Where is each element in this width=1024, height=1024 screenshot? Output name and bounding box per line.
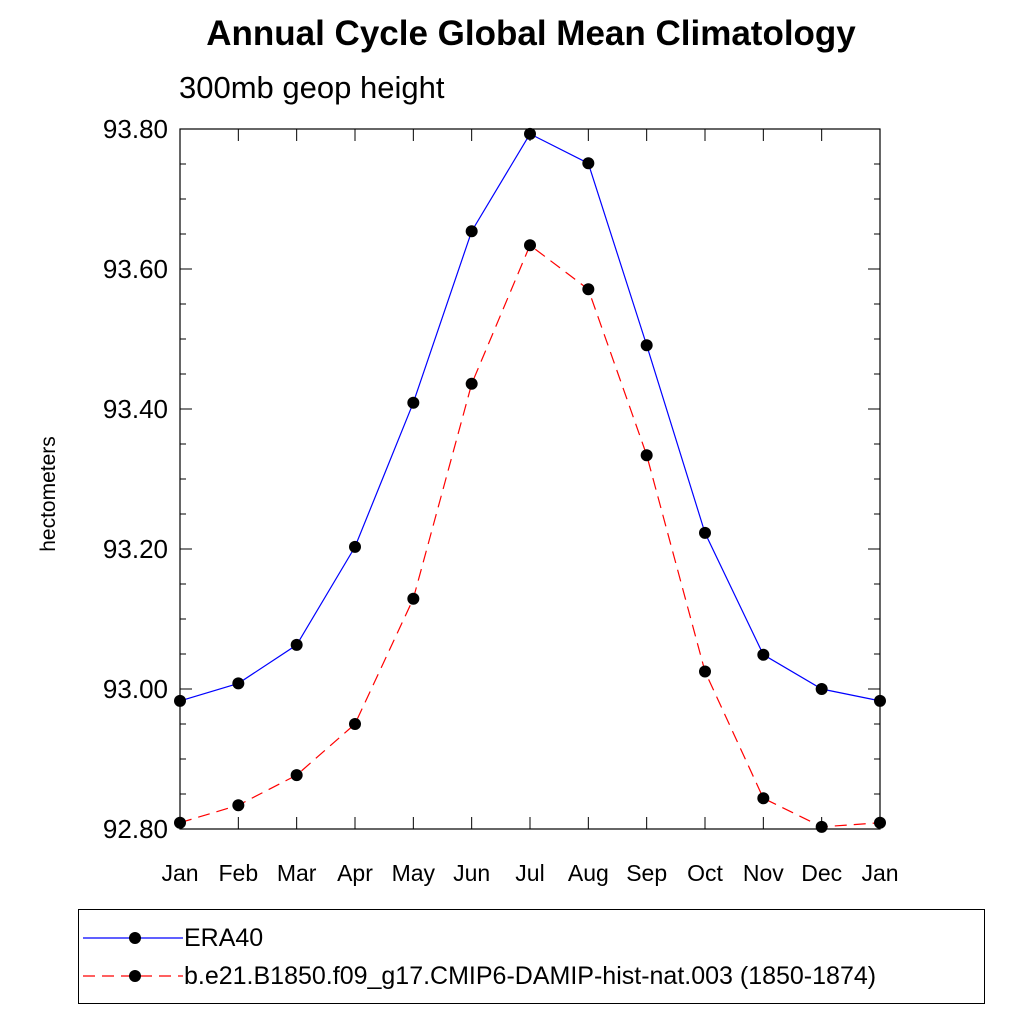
data-point-1 [290, 769, 303, 782]
x-tick-label: Jan [861, 860, 898, 886]
legend: ERA40 b.e21.B1850.f09_g17.CMIP6-DAMIP-hi… [78, 909, 985, 1004]
data-point-1 [232, 799, 245, 812]
y-tick-label: 93.00 [103, 674, 168, 704]
data-point-0 [407, 396, 420, 409]
y-tick-label: 92.80 [103, 814, 168, 844]
plot-frame [179, 128, 881, 830]
data-point-1 [757, 792, 770, 805]
data-point-0 [349, 540, 361, 553]
data-point-0 [290, 638, 303, 651]
series-layer [174, 127, 886, 833]
data-point-0 [815, 683, 828, 695]
x-tick-label: Apr [337, 860, 373, 886]
data-point-0 [174, 694, 186, 707]
data-point-1 [640, 449, 653, 462]
data-point-0 [699, 526, 711, 539]
data-point-1 [524, 239, 536, 252]
y-tick-label: 93.80 [103, 114, 168, 144]
data-point-1 [407, 592, 420, 605]
x-tick-label: Jun [453, 860, 490, 886]
x-tick-label: Nov [743, 860, 784, 886]
data-point-1 [582, 283, 595, 296]
data-point-1 [815, 820, 828, 833]
x-tick-label: Oct [687, 860, 723, 886]
legend-swatch-dashed-line-icon [83, 970, 183, 982]
x-tick-label: Feb [219, 860, 259, 886]
data-point-1 [874, 816, 886, 829]
y-axis-label: hectometers [37, 436, 60, 552]
series-line-1 [179, 244, 881, 828]
data-point-1 [465, 377, 478, 390]
data-point-0 [524, 127, 536, 140]
data-point-0 [232, 677, 245, 690]
legend-swatch-solid-line-icon [83, 932, 183, 944]
data-point-1 [174, 816, 186, 829]
x-tick-label: Aug [568, 860, 609, 886]
chart-subtitle: 300mb geop height [179, 70, 445, 105]
data-point-0 [465, 225, 478, 238]
data-point-0 [640, 339, 653, 352]
x-tick-label: Jan [161, 860, 198, 886]
x-tick-label: Dec [801, 860, 842, 886]
legend-label: ERA40 [184, 924, 264, 952]
data-point-0 [874, 694, 886, 707]
x-tick-label: May [392, 860, 436, 886]
x-tick-label: Sep [626, 860, 667, 886]
y-tick-label: 93.60 [103, 254, 168, 284]
legend-label: b.e21.B1850.f09_g17.CMIP6-DAMIP-hist-nat… [184, 962, 877, 990]
series-line-0 [179, 133, 881, 702]
y-tick-label: 93.40 [103, 394, 168, 424]
chart-title: Annual Cycle Global Mean Climatology [206, 14, 856, 53]
data-point-1 [349, 718, 361, 730]
data-point-1 [699, 665, 711, 678]
data-point-0 [582, 157, 595, 170]
line-chart: 92.80 93.00 93.20 93.40 93.60 93.80 Jan Feb Mar A… [37, 114, 899, 886]
legend-item-era40: ERA40 [79, 920, 984, 956]
x-tick-label: Mar [277, 860, 317, 886]
data-point-0 [757, 648, 770, 661]
axes-layer: 92.80 93.00 93.20 93.40 93.60 93.80 Jan Feb Mar A… [37, 114, 899, 886]
y-tick-label: 93.20 [103, 534, 168, 564]
x-tick-label: Jul [515, 860, 544, 886]
legend-item-model: b.e21.B1850.f09_g17.CMIP6-DAMIP-hist-nat… [79, 958, 984, 994]
